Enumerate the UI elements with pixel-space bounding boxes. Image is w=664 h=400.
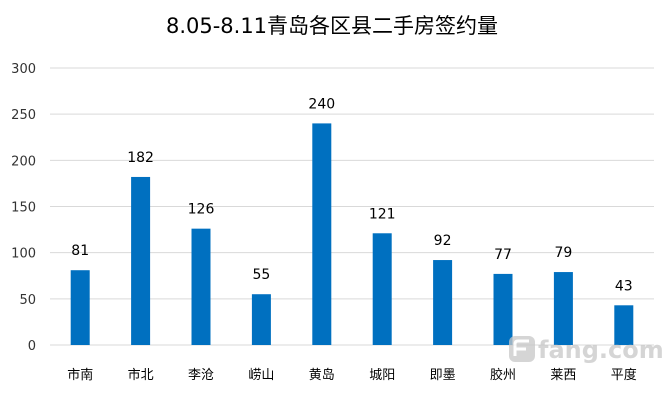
watermark-text: fang.com [538, 336, 664, 364]
data-label: 92 [434, 233, 452, 249]
x-tick-label: 李沧 [188, 367, 214, 383]
x-tick-label: 市南 [67, 367, 93, 383]
bar [191, 228, 211, 345]
y-tick-label: 150 [11, 201, 36, 216]
bar [493, 273, 513, 345]
fang-logo-icon [509, 336, 535, 362]
bar [70, 270, 90, 345]
bar [372, 233, 392, 345]
x-tick-label: 即墨 [430, 368, 456, 383]
data-label: 81 [71, 243, 89, 259]
y-tick-label: 200 [11, 154, 36, 169]
x-axis-ticks: 市南 市北 李沧 崂山 黄岛 城阳 即墨 胶州 莱西 平度 [67, 367, 637, 383]
data-label: 77 [494, 247, 512, 263]
gridlines [50, 67, 654, 346]
data-label: 126 [188, 202, 215, 218]
x-tick-label: 黄岛 [309, 367, 335, 383]
bar [553, 272, 573, 345]
y-tick-label: 250 [11, 108, 36, 123]
data-label: 240 [308, 96, 335, 112]
y-tick-label: 100 [11, 247, 36, 262]
data-label: 43 [615, 278, 633, 294]
data-label: 121 [369, 206, 396, 222]
x-tick-label: 市北 [128, 367, 154, 383]
data-label: 55 [252, 267, 270, 283]
chart-title: 8.05-8.11青岛各区县二手房签约量 [166, 14, 498, 38]
y-tick-label: 50 [19, 293, 36, 308]
x-tick-label: 胶州 [490, 367, 516, 383]
bar [614, 305, 634, 345]
bar [312, 123, 332, 346]
x-tick-label: 崂山 [248, 368, 274, 383]
watermark: fang.com [509, 336, 664, 364]
data-label: 79 [554, 245, 572, 261]
x-tick-label: 平度 [611, 367, 637, 383]
y-tick-label: 300 [11, 62, 36, 77]
bar [433, 260, 453, 345]
bar [131, 176, 151, 345]
x-tick-label: 莱西 [550, 368, 576, 383]
y-tick-label: 0 [28, 339, 36, 354]
data-label: 182 [127, 150, 154, 166]
y-axis-ticks: 0 50 100 150 200 250 300 [11, 62, 36, 354]
data-labels: 81 182 126 55 240 121 92 77 79 43 [71, 96, 632, 294]
x-tick-label: 城阳 [369, 368, 395, 383]
bars [70, 123, 634, 346]
bar [251, 294, 271, 345]
